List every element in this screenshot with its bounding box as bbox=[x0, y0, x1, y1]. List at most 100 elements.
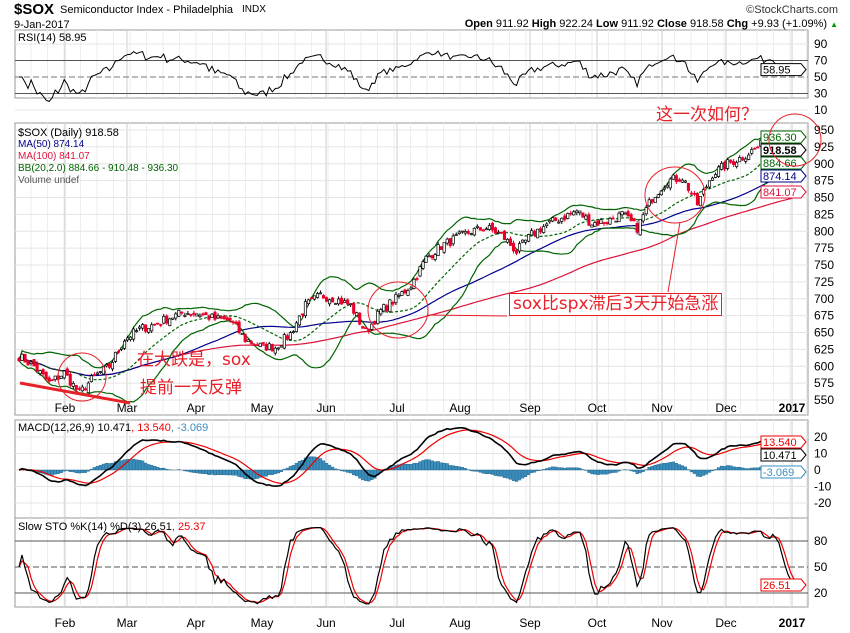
candle-body bbox=[270, 344, 274, 352]
macd-hist-bar bbox=[361, 469, 365, 481]
macd-signal-line bbox=[18, 429, 804, 485]
candle-body bbox=[343, 300, 347, 304]
macd-hist-bar bbox=[403, 463, 407, 471]
macd-hist-bar bbox=[493, 469, 498, 476]
candle-body bbox=[367, 328, 371, 333]
candle-body bbox=[159, 324, 163, 326]
candle-body bbox=[496, 231, 500, 234]
macd-hist-bar bbox=[481, 469, 485, 474]
price-tick-label: 575 bbox=[814, 376, 834, 390]
candle-body bbox=[560, 217, 564, 222]
candle-body bbox=[629, 214, 633, 222]
candle-body bbox=[502, 230, 507, 240]
candle-body bbox=[240, 333, 244, 335]
copyright: ©StockCharts.com bbox=[746, 4, 838, 16]
candle-body bbox=[466, 231, 470, 234]
macd-hist-bar bbox=[424, 459, 428, 471]
macd-hist-bar bbox=[321, 460, 326, 471]
macd-hist-bar bbox=[50, 469, 54, 476]
macd-hist-bar bbox=[183, 469, 187, 472]
macd-hist-bar bbox=[599, 469, 603, 475]
macd-hist-bar bbox=[165, 469, 169, 471]
sto-k: Slow STO %K(14) %D(3) 26.51 bbox=[18, 521, 172, 533]
macd-hist-bar bbox=[346, 469, 350, 473]
macd-hist-bar bbox=[162, 467, 166, 471]
macd-hist-bar bbox=[674, 462, 678, 471]
macd-hist-bar bbox=[533, 469, 537, 473]
candle-body bbox=[391, 302, 395, 305]
macd-hist-bar bbox=[285, 467, 289, 471]
x-tick-label: Feb bbox=[55, 401, 76, 415]
x-tick-label: Dec bbox=[715, 616, 736, 630]
candle-body bbox=[204, 312, 208, 316]
x-tick-label: Dec bbox=[715, 401, 736, 415]
candle-body bbox=[337, 298, 341, 305]
candle-body bbox=[427, 255, 431, 258]
macd-hist-bar bbox=[484, 469, 488, 474]
macd-hist-bar bbox=[454, 465, 458, 471]
macd-hist-bar bbox=[98, 465, 103, 471]
macd-hist-bar bbox=[65, 469, 69, 471]
x-tick-label: Jun bbox=[316, 401, 335, 415]
macd-hist-bar bbox=[138, 460, 142, 471]
candle-body bbox=[602, 222, 606, 224]
rsi-tag: 58.95 bbox=[763, 65, 791, 77]
candle-body bbox=[400, 291, 404, 296]
candle-body bbox=[26, 360, 30, 366]
macd-hist-bar bbox=[653, 465, 657, 471]
x-tick-label: Oct bbox=[588, 401, 607, 415]
x-tick-label: Sep bbox=[519, 401, 541, 415]
macd-hist-bar bbox=[56, 469, 60, 474]
sto-tick-label: 20 bbox=[814, 586, 828, 600]
candle-body bbox=[463, 231, 467, 234]
candle-body bbox=[116, 351, 121, 353]
candle-body bbox=[689, 192, 693, 195]
macd-hist-bar bbox=[596, 469, 600, 475]
macd-hist-bar bbox=[442, 462, 446, 471]
candle-body bbox=[309, 297, 314, 300]
candle-body bbox=[514, 249, 519, 254]
candle-body bbox=[475, 225, 479, 228]
panel-frame bbox=[14, 517, 809, 608]
candle-body bbox=[605, 222, 609, 224]
macd-hist-bar bbox=[551, 466, 555, 471]
candle-body bbox=[144, 324, 148, 332]
x-tick-label: Aug bbox=[449, 401, 470, 415]
candle-body bbox=[261, 342, 265, 344]
candle-body bbox=[412, 278, 416, 289]
macd-hist-bar bbox=[548, 467, 552, 471]
candle-body bbox=[448, 238, 452, 246]
rsi-tick-label: 90 bbox=[814, 37, 828, 51]
candle-body bbox=[415, 278, 419, 280]
macd-hist-bar bbox=[156, 466, 160, 471]
macd-hist-bar bbox=[119, 460, 124, 471]
ohlc-summary: Open 911.92 High 922.24 Low 911.92 Close… bbox=[465, 18, 838, 31]
annotation-lag: sox比spx滞后3天开始急涨 bbox=[509, 293, 723, 316]
candle-body bbox=[113, 351, 118, 362]
macd-hist-bar bbox=[101, 463, 106, 471]
x-tick-label: Jul bbox=[389, 616, 404, 630]
macd-hist-bar bbox=[327, 464, 332, 471]
macd-hist-bar bbox=[68, 469, 72, 472]
ma100-legend: MA(100) 841.07 bbox=[18, 151, 90, 162]
candle-body bbox=[382, 304, 386, 312]
candle-body bbox=[478, 227, 482, 231]
macd-hist-bar bbox=[680, 465, 684, 471]
macd-hist-bar bbox=[614, 469, 618, 473]
macd-hist-bar bbox=[216, 469, 220, 475]
macd-hist-bar bbox=[560, 467, 564, 471]
candle-body bbox=[361, 326, 365, 329]
macd-hist-bar bbox=[602, 469, 606, 475]
candle-body bbox=[71, 383, 75, 387]
macd-hist-bar bbox=[530, 469, 534, 473]
candle-body bbox=[587, 214, 591, 226]
macd-hist-bar bbox=[704, 469, 709, 475]
macd-hist-bar bbox=[665, 462, 669, 471]
candle-body bbox=[394, 293, 398, 304]
candle-body bbox=[267, 343, 271, 350]
candle-body bbox=[720, 162, 724, 170]
macd-hist-bar bbox=[355, 469, 359, 477]
macd-hist-bar bbox=[701, 469, 706, 476]
candle-body bbox=[439, 246, 443, 250]
price-tick-label: 925 bbox=[814, 140, 834, 154]
